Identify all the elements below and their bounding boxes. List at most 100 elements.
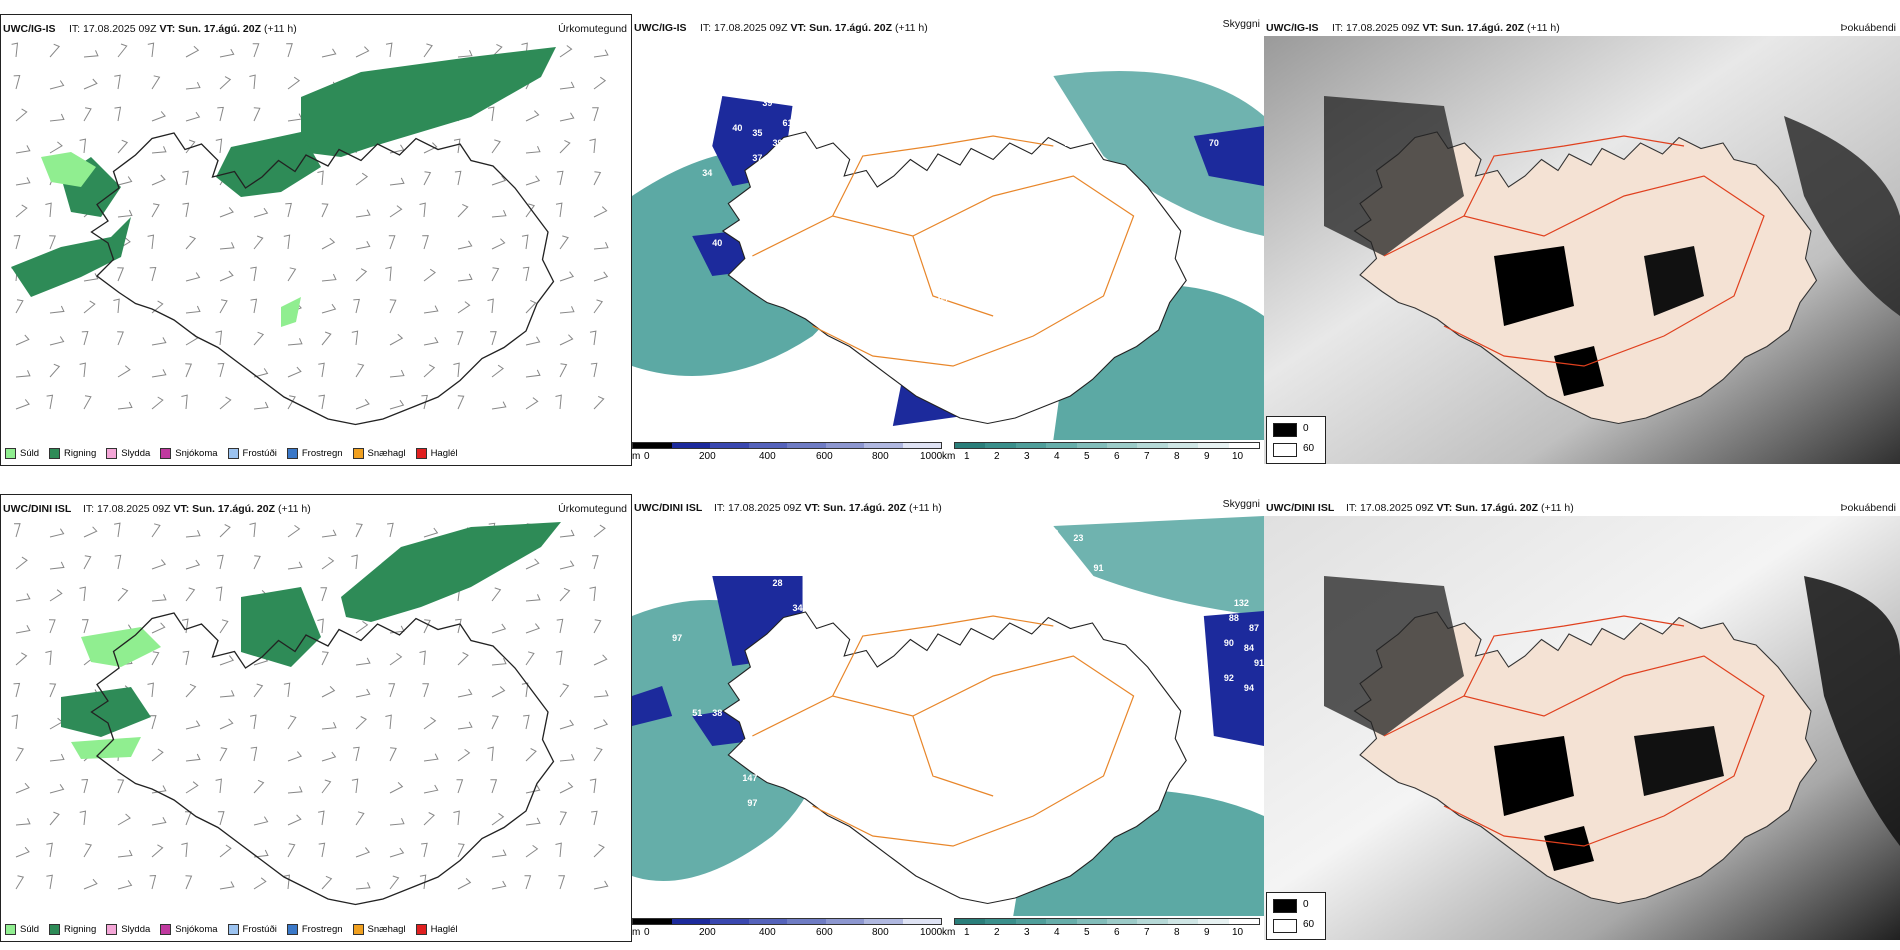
wind-barb xyxy=(559,719,575,730)
wind-barb xyxy=(117,365,131,378)
wind-barb xyxy=(79,810,87,826)
wind-barb xyxy=(491,401,507,410)
visibility-value-label: 36 xyxy=(803,583,813,593)
visibility-value-label: 61 xyxy=(782,118,792,128)
wind-barb xyxy=(317,618,324,634)
wind-barb xyxy=(490,779,498,794)
wind-barb xyxy=(423,43,433,58)
wind-barb xyxy=(147,234,155,250)
lead-time: (+11 h) xyxy=(277,503,311,515)
wind-barb xyxy=(423,812,435,826)
wind-barb xyxy=(559,306,575,314)
wind-barb xyxy=(355,398,370,410)
wind-barb xyxy=(147,682,154,698)
visibility-value-label: 50 xyxy=(893,658,903,668)
wind-barb xyxy=(46,874,53,890)
wind-barb xyxy=(457,652,469,666)
wind-barb xyxy=(83,555,92,570)
visibility-value-label: 36 xyxy=(903,223,913,233)
wind-barb xyxy=(219,207,234,218)
wind-barb xyxy=(151,369,167,378)
wind-barb xyxy=(457,301,471,314)
legend-item: Frostúði xyxy=(227,924,277,935)
wind-barb xyxy=(253,816,269,826)
lead-time: (+11 h) xyxy=(908,502,942,514)
wind-barb xyxy=(253,877,267,890)
wind-barb xyxy=(49,43,61,58)
precip-map[interactable] xyxy=(1,517,631,913)
wind-barb xyxy=(491,267,500,282)
legend-item: Frostregn xyxy=(286,448,343,459)
wind-barb xyxy=(185,235,197,250)
rain-area xyxy=(341,522,561,622)
wind-barb xyxy=(49,784,65,794)
visibility-map[interactable]: 61 37 28 36 34 97 71 77 66 53 43 50 399 23 54 91 90 42 53 8… xyxy=(632,516,1264,916)
wind-barb xyxy=(355,46,370,58)
wind-barb xyxy=(321,751,337,762)
wind-barb xyxy=(422,683,430,698)
wind-barb xyxy=(525,784,541,794)
legend-item: Súld xyxy=(5,448,39,459)
visibility-unit: km xyxy=(942,927,956,938)
wind-barb xyxy=(421,842,428,858)
precip-map[interactable] xyxy=(1,37,631,437)
visibility-value-label: 66 xyxy=(883,593,893,603)
wind-barb xyxy=(287,524,301,538)
wind-barb xyxy=(525,175,541,186)
dense-fog-area xyxy=(1324,96,1464,256)
wind-barb xyxy=(389,399,405,410)
fog-panel-row1: UWC/IG-IS IT: 17.08.2025 09Z VT: Sun. 17… xyxy=(1264,14,1900,466)
wind-barb xyxy=(491,849,507,858)
wind-barb xyxy=(559,112,575,122)
wind-barb xyxy=(219,718,234,730)
wind-barb xyxy=(83,395,92,410)
wind-barb xyxy=(287,395,296,410)
wind-barb xyxy=(321,303,337,314)
wind-barb xyxy=(525,558,540,570)
wind-barb xyxy=(219,524,231,538)
swatch xyxy=(1273,899,1297,913)
visibility-value-label: 91 xyxy=(1093,563,1103,573)
wind-barb xyxy=(83,273,99,282)
wind-barb xyxy=(555,842,562,858)
wind-barb xyxy=(555,394,562,410)
dense-fog-area xyxy=(1634,726,1724,796)
swatch xyxy=(415,448,427,459)
wind-barb xyxy=(321,203,329,218)
swatch xyxy=(106,448,118,459)
wind-barb xyxy=(457,721,473,730)
fog-map[interactable] xyxy=(1264,516,1900,940)
dense-fog-area xyxy=(1784,116,1900,316)
fog-map[interactable] xyxy=(1264,36,1900,464)
visibility-map[interactable]: 108 77 39 61 58 40 35 39 29 36 37 34 57 44 36 31 37 39 40 4… xyxy=(632,36,1264,440)
wind-barb xyxy=(317,170,324,186)
height-unit: m xyxy=(632,451,641,462)
wind-barb xyxy=(15,652,28,666)
wind-barb xyxy=(388,683,396,698)
wind-barb xyxy=(525,651,535,666)
wind-barb xyxy=(79,138,87,154)
swatch xyxy=(1273,443,1297,457)
wind-barb xyxy=(559,235,569,250)
wind-barb xyxy=(114,74,121,90)
panel-header: UWC/DINI ISL IT: 17.08.2025 09Z VT: Sun.… xyxy=(1264,494,1900,518)
legend-item: Frostúði xyxy=(227,448,277,459)
visibility-value-label: 71 xyxy=(782,698,792,708)
wind-barb xyxy=(253,401,269,410)
wind-barb xyxy=(491,812,505,826)
wind-barb xyxy=(253,331,265,346)
visibility-value-label: 530 xyxy=(813,408,828,418)
dense-fog-area xyxy=(1324,576,1464,736)
fog-legend: 0 60 xyxy=(1266,416,1326,464)
wind-barb xyxy=(453,138,461,154)
wind-barb xyxy=(556,650,563,666)
wind-barb xyxy=(525,844,539,858)
height-unit: m xyxy=(632,927,641,938)
legend-item: Snjókoma xyxy=(160,924,218,935)
dense-fog-area xyxy=(1544,826,1594,871)
wind-barb xyxy=(487,106,495,122)
wind-barb xyxy=(423,784,439,794)
wind-barb xyxy=(385,714,392,730)
wind-barb xyxy=(149,715,157,730)
